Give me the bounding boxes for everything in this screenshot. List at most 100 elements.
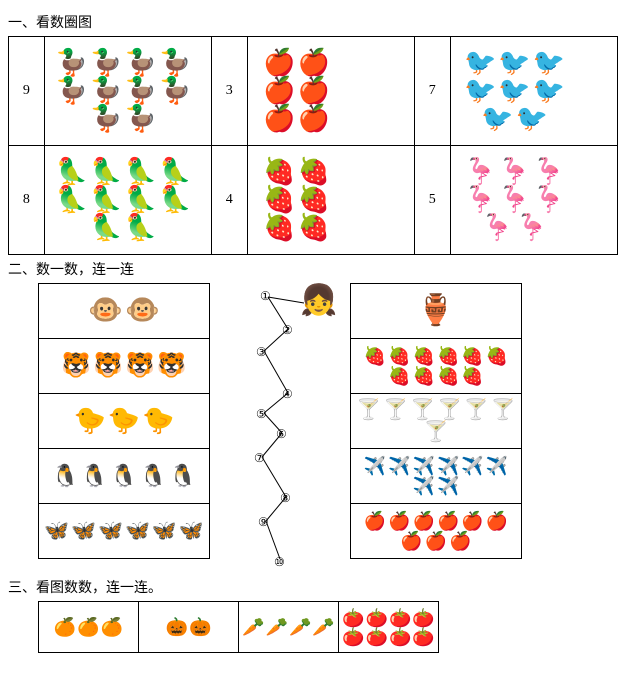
icon-item: 🦩 xyxy=(533,159,565,185)
icon-item: 🍸 xyxy=(491,400,516,420)
icon-item: 🐦 xyxy=(498,78,530,104)
icon-item: 🦩 xyxy=(516,215,548,241)
icon-item: 🐯 xyxy=(125,354,155,378)
icon-item: 🥕 xyxy=(266,618,288,636)
icon-item: 🐯 xyxy=(157,354,187,378)
icon-item: 🍎 xyxy=(437,512,459,530)
icon-item: 🍅 xyxy=(342,628,364,646)
circled-number: ② xyxy=(282,323,293,338)
icon-item: ✈️ xyxy=(486,457,508,475)
circled-number: ⑩ xyxy=(274,555,285,570)
s3-cell: 🍅🍅🍅🍅🍅🍅🍅🍅 xyxy=(339,602,439,653)
icon-item: ✈️ xyxy=(413,477,435,495)
icon-item: 🍅 xyxy=(389,628,411,646)
icon-cell: 🦜🦜🦜🦜🦜🦜🦜🦜🦜🦜 xyxy=(44,146,211,255)
girl-icon: 👧 xyxy=(300,283,337,318)
icon-item: 🎃 xyxy=(189,618,211,636)
icon-item: 🐤 xyxy=(142,408,174,434)
icon-item: 🦋 xyxy=(179,521,204,541)
icon-item: 🍎 xyxy=(449,532,471,550)
icon-item: 🍓 xyxy=(461,347,483,365)
icon-item: 🍓 xyxy=(364,347,386,365)
icon-cell: 🍓🍓🍓🍓🍓🍓 xyxy=(247,146,414,255)
icon-item: 🦩 xyxy=(464,159,496,185)
icon-item: 🐦 xyxy=(533,78,565,104)
icon-item: 🦩 xyxy=(464,187,496,213)
count-number: 7 xyxy=(414,37,450,146)
icon-item: 🦋 xyxy=(98,521,123,541)
icon-item: 🍅 xyxy=(342,609,364,627)
icon-item: 🍎 xyxy=(263,106,295,132)
icon-item: 🦩 xyxy=(533,187,565,213)
icon-item: 🍸 xyxy=(410,400,435,420)
icon-item: ✈️ xyxy=(413,457,435,475)
s3-cell: 🥕🥕🥕🥕 xyxy=(239,602,339,653)
icon-item: 🐧 xyxy=(51,465,78,487)
icon-item: 🍓 xyxy=(413,347,435,365)
count-number: 8 xyxy=(9,146,45,255)
icon-item: 🐦 xyxy=(498,50,530,76)
icon-item: 🦆 xyxy=(125,78,157,104)
icon-item: 🍎 xyxy=(486,512,508,530)
icon-item: 🦋 xyxy=(125,521,150,541)
icon-item: 🐤 xyxy=(73,408,105,434)
icon-item: 🦜 xyxy=(125,215,157,241)
icon-item: 🍓 xyxy=(437,367,459,385)
icon-item: 🏺 xyxy=(417,296,454,326)
section3-table: 🍊🍊🍊🎃🎃🥕🥕🥕🥕🍅🍅🍅🍅🍅🍅🍅🍅 xyxy=(38,601,439,653)
icon-item: 🍸 xyxy=(383,400,408,420)
circled-number: ⑤ xyxy=(256,407,267,422)
icon-item: 🍎 xyxy=(400,532,422,550)
icon-item: 🍓 xyxy=(263,187,295,213)
section3-title: 三、看图数数，连一连。 xyxy=(8,577,634,597)
icon-item: 🍸 xyxy=(464,400,489,420)
icon-item: 🎃 xyxy=(166,618,188,636)
icon-item: 🦩 xyxy=(481,215,513,241)
icon-item: 🍓 xyxy=(388,367,410,385)
icon-item: 🐯 xyxy=(93,354,123,378)
icon-item: 🦆 xyxy=(56,78,88,104)
icon-item: 🍓 xyxy=(298,187,330,213)
icon-item: 🐧 xyxy=(140,465,167,487)
icon-item: 🍓 xyxy=(263,215,295,241)
icon-item: 🍊 xyxy=(101,618,123,636)
icon-item: ✈️ xyxy=(388,457,410,475)
section1-table: 9🦆🦆🦆🦆🦆🦆🦆🦆🦆🦆3🍎🍎🍎🍎🍎🍎7🐦🐦🐦🐦🐦🐦🐦🐦 8🦜🦜🦜🦜🦜🦜🦜🦜🦜🦜4… xyxy=(8,36,618,255)
icon-item: 🍅 xyxy=(366,609,388,627)
icon-item: 🦆 xyxy=(90,78,122,104)
icon-item: 🍎 xyxy=(425,532,447,550)
icon-item: 🍅 xyxy=(389,609,411,627)
section1-title: 一、看数圈图 xyxy=(8,12,634,32)
icon-item: 🐦 xyxy=(516,106,548,132)
icon-item: 🦜 xyxy=(125,159,157,185)
section2-right-col: 🏺🍓🍓🍓🍓🍓🍓🍓🍓🍓🍓🍸🍸🍸🍸🍸🍸🍸✈️✈️✈️✈️✈️✈️✈️✈️🍎🍎🍎🍎🍎🍎… xyxy=(350,283,522,559)
icon-item: 🐵 xyxy=(88,297,123,325)
icon-item: 🦜 xyxy=(56,187,88,213)
count-number: 3 xyxy=(211,37,247,146)
count-row: 🏺 xyxy=(351,284,521,339)
icon-item: 🦆 xyxy=(125,106,157,132)
icon-item: 🦜 xyxy=(56,159,88,185)
icon-item: 🐦 xyxy=(464,78,496,104)
icon-item: 🍎 xyxy=(298,106,330,132)
circled-number: ① xyxy=(260,289,271,304)
count-number: 4 xyxy=(211,146,247,255)
icon-item: 🐦 xyxy=(481,106,513,132)
icon-item: 🦆 xyxy=(125,50,157,76)
count-row: 🍎🍎🍎🍎🍎🍎🍎🍎🍎 xyxy=(351,504,521,558)
count-row: 🐵🐵 xyxy=(39,284,209,339)
icon-item: 🦩 xyxy=(498,159,530,185)
count-number: 9 xyxy=(9,37,45,146)
icon-item: 🍎 xyxy=(263,78,295,104)
count-number: 5 xyxy=(414,146,450,255)
count-row: 🐧🐧🐧🐧🐧 xyxy=(39,449,209,504)
icon-item: 🐵 xyxy=(125,297,160,325)
icon-item: 🐧 xyxy=(169,465,196,487)
circled-number: ⑨ xyxy=(258,515,269,530)
s3-cell: 🎃🎃 xyxy=(139,602,239,653)
icon-item: 🍎 xyxy=(364,512,386,530)
icon-cell: 🐦🐦🐦🐦🐦🐦🐦🐦 xyxy=(450,37,617,146)
icon-item: 🦜 xyxy=(159,159,191,185)
icon-item: 🍓 xyxy=(437,347,459,365)
icon-item: 🍓 xyxy=(388,347,410,365)
